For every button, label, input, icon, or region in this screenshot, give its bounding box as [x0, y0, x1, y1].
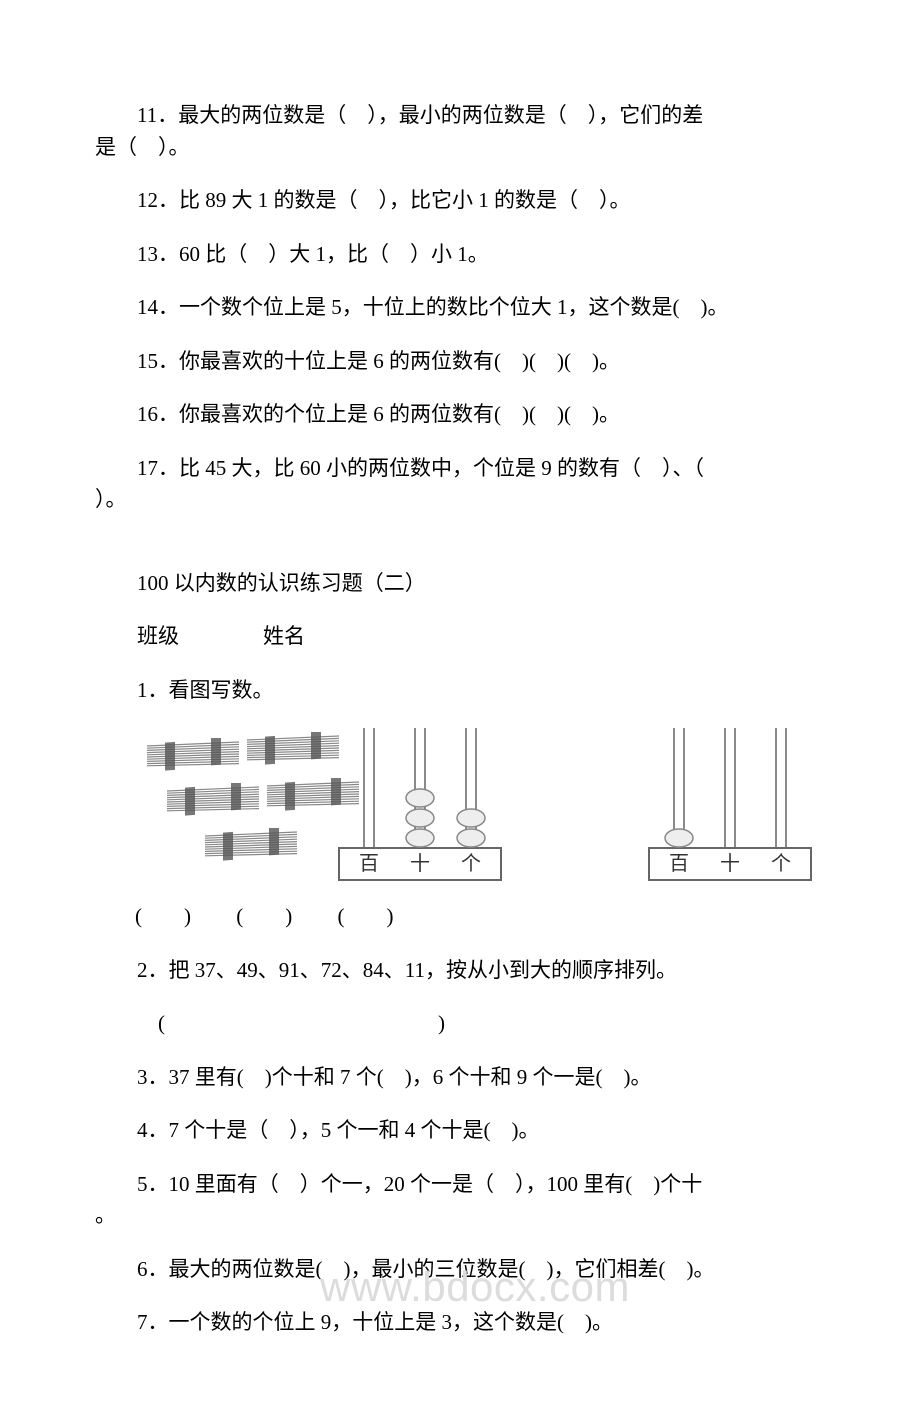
figures-row: 百十个 百十个 [135, 728, 825, 883]
q2: 2．把 37、49、91、72、84、11，按从小到大的顺序排列。 [95, 955, 825, 987]
stick-bundle [165, 783, 261, 821]
q1-answers: ( ) ( ) ( ) [135, 901, 825, 933]
q5-line1: 5．10 里面有（ ）个一，20 个一是（ ），100 里有( )个十 [95, 1169, 825, 1201]
section2-header: 班级 姓名 [95, 621, 825, 653]
q1: 1．看图写数。 [95, 675, 825, 707]
answer-blank-2: ( ) [236, 904, 292, 928]
svg-text:个: 个 [771, 852, 791, 875]
svg-text:百: 百 [359, 853, 379, 875]
q5-line2: 。 [95, 1200, 825, 1232]
svg-text:个: 个 [461, 852, 481, 875]
q6: 6．最大的两位数是( )，最小的三位数是( )，它们相差( )。 [95, 1254, 825, 1286]
section2-title: 100 以内数的认识练习题（二） [95, 568, 825, 600]
abacus-figure-1: 百十个 [325, 728, 515, 883]
abacus-figure-2: 百十个 [635, 728, 825, 883]
q17-line1: 17．比 45 大，比 60 小的两位数中，个位是 9 的数有（ ）、（ [95, 453, 825, 485]
svg-text:十: 十 [720, 852, 740, 875]
svg-text:十: 十 [410, 852, 430, 875]
q3: 3．37 里有( )个十和 7 个( )，6 个十和 9 个一是( )。 [95, 1062, 825, 1094]
q15: 15．你最喜欢的十位上是 6 的两位数有( )( )( )。 [95, 346, 825, 378]
q2-blank: ( ) [95, 1008, 825, 1040]
q5: 5．10 里面有（ ）个一，20 个一是（ ），100 里有( )个十 。 [95, 1169, 825, 1232]
q12: 12．比 89 大 1 的数是（ ），比它小 1 的数是（ ）。 [95, 185, 825, 217]
q11: 11．最大的两位数是（ ），最小的两位数是（ ），它们的差 是（ ）。 [95, 100, 825, 163]
q11-line2: 是（ ）。 [95, 132, 825, 164]
stick-bundle [145, 738, 241, 776]
q14: 14．一个数个位上是 5，十位上的数比个位大 1，这个数是( )。 [95, 292, 825, 324]
q7: 7．一个数的个位上 9，十位上是 3，这个数是( )。 [95, 1307, 825, 1339]
svg-text:百: 百 [669, 853, 689, 875]
q13: 13．60 比（ ）大 1，比（ ）小 1。 [95, 239, 825, 271]
q11-line1: 11．最大的两位数是（ ），最小的两位数是（ ），它们的差 [95, 100, 825, 132]
answer-blank-1: ( ) [135, 904, 191, 928]
q17-line2: ）。 [95, 484, 825, 516]
q4: 4．7 个十是（ ），5 个一和 4 个十是( )。 [95, 1115, 825, 1147]
q16: 16．你最喜欢的个位上是 6 的两位数有( )( )( )。 [95, 399, 825, 431]
stick-bundle [203, 828, 299, 866]
answer-blank-3: ( ) [338, 904, 394, 928]
sticks-figure [135, 728, 295, 883]
q17: 17．比 45 大，比 60 小的两位数中，个位是 9 的数有（ ）、（ ）。 [95, 453, 825, 516]
